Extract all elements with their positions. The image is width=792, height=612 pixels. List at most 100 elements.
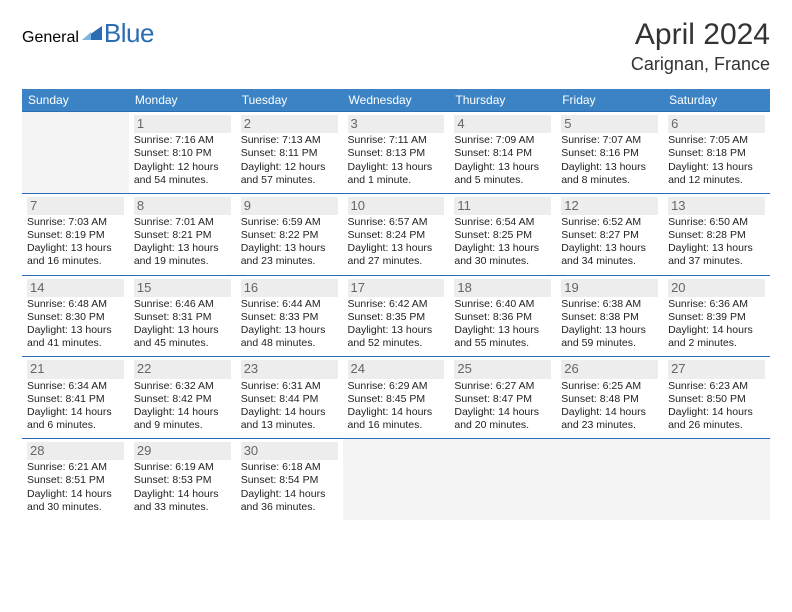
sunset-text: Sunset: 8:50 PM <box>668 393 765 406</box>
day-cell: 11Sunrise: 6:54 AMSunset: 8:25 PMDayligh… <box>449 193 556 275</box>
daylight-text: and 33 minutes. <box>134 501 231 514</box>
month-title: April 2024 <box>631 18 770 52</box>
day-number: 25 <box>454 360 551 378</box>
sunset-text: Sunset: 8:35 PM <box>348 311 445 324</box>
daylight-text: and 20 minutes. <box>454 419 551 432</box>
day-number: 7 <box>27 197 124 215</box>
location: Carignan, France <box>631 54 770 75</box>
calendar-week-row: 14Sunrise: 6:48 AMSunset: 8:30 PMDayligh… <box>22 275 770 357</box>
day-cell: 18Sunrise: 6:40 AMSunset: 8:36 PMDayligh… <box>449 275 556 357</box>
sunrise-text: Sunrise: 6:46 AM <box>134 298 231 311</box>
sunrise-text: Sunrise: 6:29 AM <box>348 380 445 393</box>
sunrise-text: Sunrise: 6:18 AM <box>241 461 338 474</box>
daylight-text: Daylight: 13 hours <box>241 242 338 255</box>
sunset-text: Sunset: 8:41 PM <box>27 393 124 406</box>
calendar-week-row: 21Sunrise: 6:34 AMSunset: 8:41 PMDayligh… <box>22 357 770 439</box>
daylight-text: and 27 minutes. <box>348 255 445 268</box>
day-cell: 7Sunrise: 7:03 AMSunset: 8:19 PMDaylight… <box>22 193 129 275</box>
sunset-text: Sunset: 8:48 PM <box>561 393 658 406</box>
daylight-text: and 2 minutes. <box>668 337 765 350</box>
day-cell: 25Sunrise: 6:27 AMSunset: 8:47 PMDayligh… <box>449 357 556 439</box>
daylight-text: and 12 minutes. <box>668 174 765 187</box>
sunrise-text: Sunrise: 6:40 AM <box>454 298 551 311</box>
sunrise-text: Sunrise: 7:13 AM <box>241 134 338 147</box>
sunrise-text: Sunrise: 7:05 AM <box>668 134 765 147</box>
day-number: 6 <box>668 115 765 133</box>
day-number: 30 <box>241 442 338 460</box>
empty-cell <box>663 439 770 520</box>
sunrise-text: Sunrise: 6:44 AM <box>241 298 338 311</box>
day-number: 5 <box>561 115 658 133</box>
day-number: 20 <box>668 279 765 297</box>
sunset-text: Sunset: 8:25 PM <box>454 229 551 242</box>
sunrise-text: Sunrise: 6:42 AM <box>348 298 445 311</box>
sunset-text: Sunset: 8:10 PM <box>134 147 231 160</box>
sunrise-text: Sunrise: 6:54 AM <box>454 216 551 229</box>
day-number: 15 <box>134 279 231 297</box>
day-number: 4 <box>454 115 551 133</box>
sunset-text: Sunset: 8:24 PM <box>348 229 445 242</box>
daylight-text: and 55 minutes. <box>454 337 551 350</box>
day-cell: 5Sunrise: 7:07 AMSunset: 8:16 PMDaylight… <box>556 112 663 194</box>
sunset-text: Sunset: 8:54 PM <box>241 474 338 487</box>
day-number: 9 <box>241 197 338 215</box>
sunrise-text: Sunrise: 6:31 AM <box>241 380 338 393</box>
daylight-text: and 16 minutes. <box>348 419 445 432</box>
sunset-text: Sunset: 8:19 PM <box>27 229 124 242</box>
title-block: April 2024 Carignan, France <box>631 18 770 75</box>
sunrise-text: Sunrise: 6:52 AM <box>561 216 658 229</box>
day-number: 17 <box>348 279 445 297</box>
daylight-text: and 54 minutes. <box>134 174 231 187</box>
sunrise-text: Sunrise: 7:03 AM <box>27 216 124 229</box>
sunrise-text: Sunrise: 6:25 AM <box>561 380 658 393</box>
daylight-text: Daylight: 13 hours <box>348 324 445 337</box>
daylight-text: and 23 minutes. <box>561 419 658 432</box>
sunset-text: Sunset: 8:45 PM <box>348 393 445 406</box>
daylight-text: Daylight: 13 hours <box>668 242 765 255</box>
daylight-text: and 8 minutes. <box>561 174 658 187</box>
daylight-text: Daylight: 13 hours <box>454 242 551 255</box>
daylight-text: Daylight: 14 hours <box>668 324 765 337</box>
day-cell: 16Sunrise: 6:44 AMSunset: 8:33 PMDayligh… <box>236 275 343 357</box>
daylight-text: Daylight: 14 hours <box>561 406 658 419</box>
daylight-text: Daylight: 14 hours <box>668 406 765 419</box>
day-number: 21 <box>27 360 124 378</box>
day-cell: 14Sunrise: 6:48 AMSunset: 8:30 PMDayligh… <box>22 275 129 357</box>
sunrise-text: Sunrise: 6:27 AM <box>454 380 551 393</box>
sunset-text: Sunset: 8:51 PM <box>27 474 124 487</box>
day-number: 3 <box>348 115 445 133</box>
daylight-text: and 26 minutes. <box>668 419 765 432</box>
daylight-text: and 36 minutes. <box>241 501 338 514</box>
daylight-text: and 57 minutes. <box>241 174 338 187</box>
daylight-text: Daylight: 13 hours <box>27 324 124 337</box>
sunset-text: Sunset: 8:47 PM <box>454 393 551 406</box>
logo-blue: Blue <box>104 18 154 49</box>
day-cell: 28Sunrise: 6:21 AMSunset: 8:51 PMDayligh… <box>22 439 129 520</box>
header: General Blue April 2024 Carignan, France <box>22 18 770 75</box>
day-cell: 8Sunrise: 7:01 AMSunset: 8:21 PMDaylight… <box>129 193 236 275</box>
sunset-text: Sunset: 8:27 PM <box>561 229 658 242</box>
day-cell: 3Sunrise: 7:11 AMSunset: 8:13 PMDaylight… <box>343 112 450 194</box>
day-cell: 6Sunrise: 7:05 AMSunset: 8:18 PMDaylight… <box>663 112 770 194</box>
daylight-text: Daylight: 13 hours <box>668 161 765 174</box>
day-number: 26 <box>561 360 658 378</box>
daylight-text: Daylight: 14 hours <box>27 406 124 419</box>
sunrise-text: Sunrise: 6:50 AM <box>668 216 765 229</box>
calendar-table: Sunday Monday Tuesday Wednesday Thursday… <box>22 89 770 520</box>
day-number: 14 <box>27 279 124 297</box>
sunrise-text: Sunrise: 7:16 AM <box>134 134 231 147</box>
empty-cell <box>449 439 556 520</box>
calendar-week-row: 1Sunrise: 7:16 AMSunset: 8:10 PMDaylight… <box>22 112 770 194</box>
daylight-text: Daylight: 13 hours <box>134 242 231 255</box>
sunrise-text: Sunrise: 6:19 AM <box>134 461 231 474</box>
day-cell: 15Sunrise: 6:46 AMSunset: 8:31 PMDayligh… <box>129 275 236 357</box>
day-number: 16 <box>241 279 338 297</box>
sunset-text: Sunset: 8:36 PM <box>454 311 551 324</box>
sunset-text: Sunset: 8:22 PM <box>241 229 338 242</box>
day-cell: 12Sunrise: 6:52 AMSunset: 8:27 PMDayligh… <box>556 193 663 275</box>
sunrise-text: Sunrise: 7:11 AM <box>348 134 445 147</box>
day-cell: 1Sunrise: 7:16 AMSunset: 8:10 PMDaylight… <box>129 112 236 194</box>
sunset-text: Sunset: 8:18 PM <box>668 147 765 160</box>
empty-cell <box>556 439 663 520</box>
empty-cell <box>343 439 450 520</box>
